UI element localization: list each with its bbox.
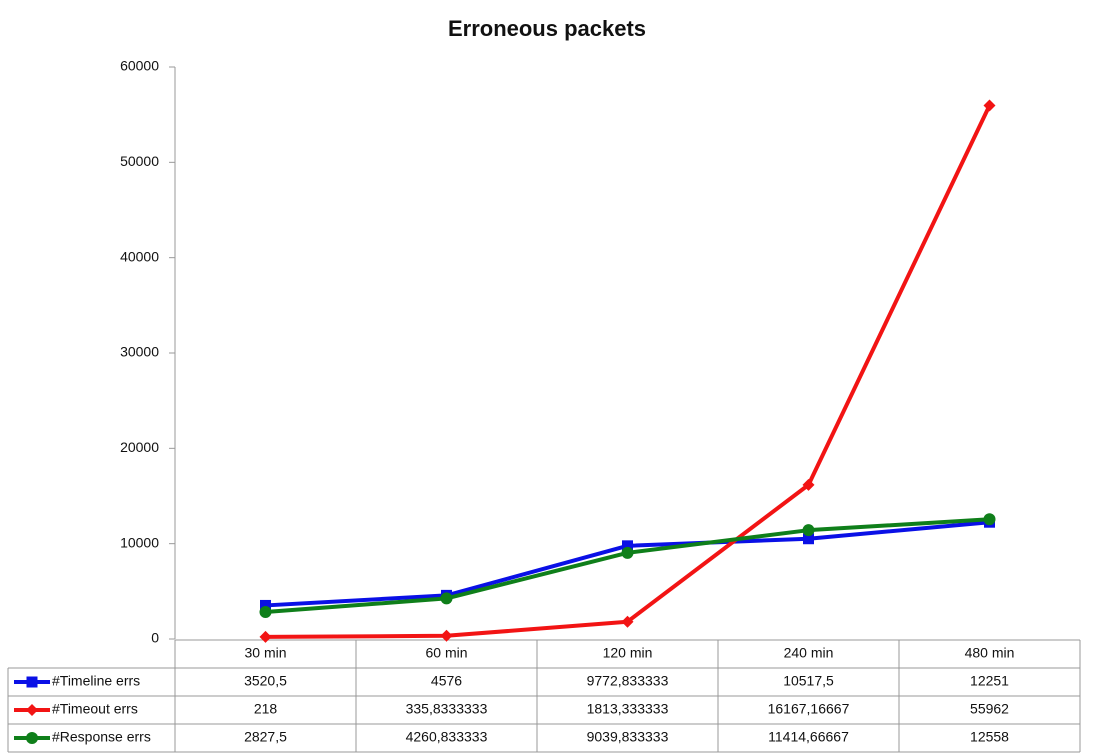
table-value: 218 bbox=[254, 701, 278, 717]
marker bbox=[26, 676, 38, 688]
table-value: 16167,16667 bbox=[768, 701, 850, 717]
table-value: 2827,5 bbox=[244, 729, 287, 745]
marker bbox=[802, 478, 815, 491]
x-tick-label: 30 min bbox=[244, 645, 286, 661]
legend-label: #Response errs bbox=[52, 729, 151, 745]
legend-label: #Timeout errs bbox=[52, 701, 138, 717]
y-tick-label: 60000 bbox=[120, 58, 159, 74]
marker bbox=[259, 606, 272, 619]
marker bbox=[440, 592, 453, 605]
table-value: 11414,66667 bbox=[768, 729, 849, 745]
marker bbox=[622, 540, 633, 552]
y-tick-label: 20000 bbox=[120, 439, 159, 455]
marker bbox=[983, 513, 996, 526]
marker bbox=[621, 546, 634, 559]
x-tick-label: 240 min bbox=[784, 645, 834, 661]
marker bbox=[259, 630, 272, 643]
x-tick-label: 480 min bbox=[965, 645, 1015, 661]
table-value: 4576 bbox=[431, 673, 462, 689]
marker bbox=[26, 704, 38, 716]
x-tick-label: 120 min bbox=[603, 645, 653, 661]
marker bbox=[803, 533, 814, 545]
table-value: 335,8333333 bbox=[406, 701, 488, 717]
table-value: 12558 bbox=[970, 729, 1009, 745]
y-tick-label: 30000 bbox=[120, 344, 159, 360]
legend-label: #Timeline errs bbox=[52, 673, 140, 689]
table-value: 10517,5 bbox=[783, 673, 834, 689]
marker bbox=[802, 524, 815, 537]
y-tick-label: 0 bbox=[151, 630, 159, 646]
table-value: 55962 bbox=[970, 701, 1009, 717]
series-line bbox=[265, 520, 990, 608]
marker bbox=[260, 599, 271, 611]
table-value: 9772,833333 bbox=[587, 673, 669, 689]
table-value: 3520,5 bbox=[244, 673, 287, 689]
table-value: 12251 bbox=[970, 673, 1009, 689]
table-value: 9039,833333 bbox=[587, 729, 669, 745]
y-tick-label: 10000 bbox=[120, 534, 159, 550]
chart-title: Erroneous packets bbox=[448, 16, 646, 41]
x-tick-label: 60 min bbox=[425, 645, 467, 661]
marker bbox=[26, 732, 38, 744]
table-value: 1813,333333 bbox=[587, 701, 669, 717]
marker bbox=[440, 629, 453, 642]
y-tick-label: 50000 bbox=[120, 153, 159, 169]
marker bbox=[983, 99, 996, 112]
marker bbox=[621, 615, 634, 628]
y-tick-label: 40000 bbox=[120, 248, 159, 264]
table-value: 4260,833333 bbox=[406, 729, 488, 745]
